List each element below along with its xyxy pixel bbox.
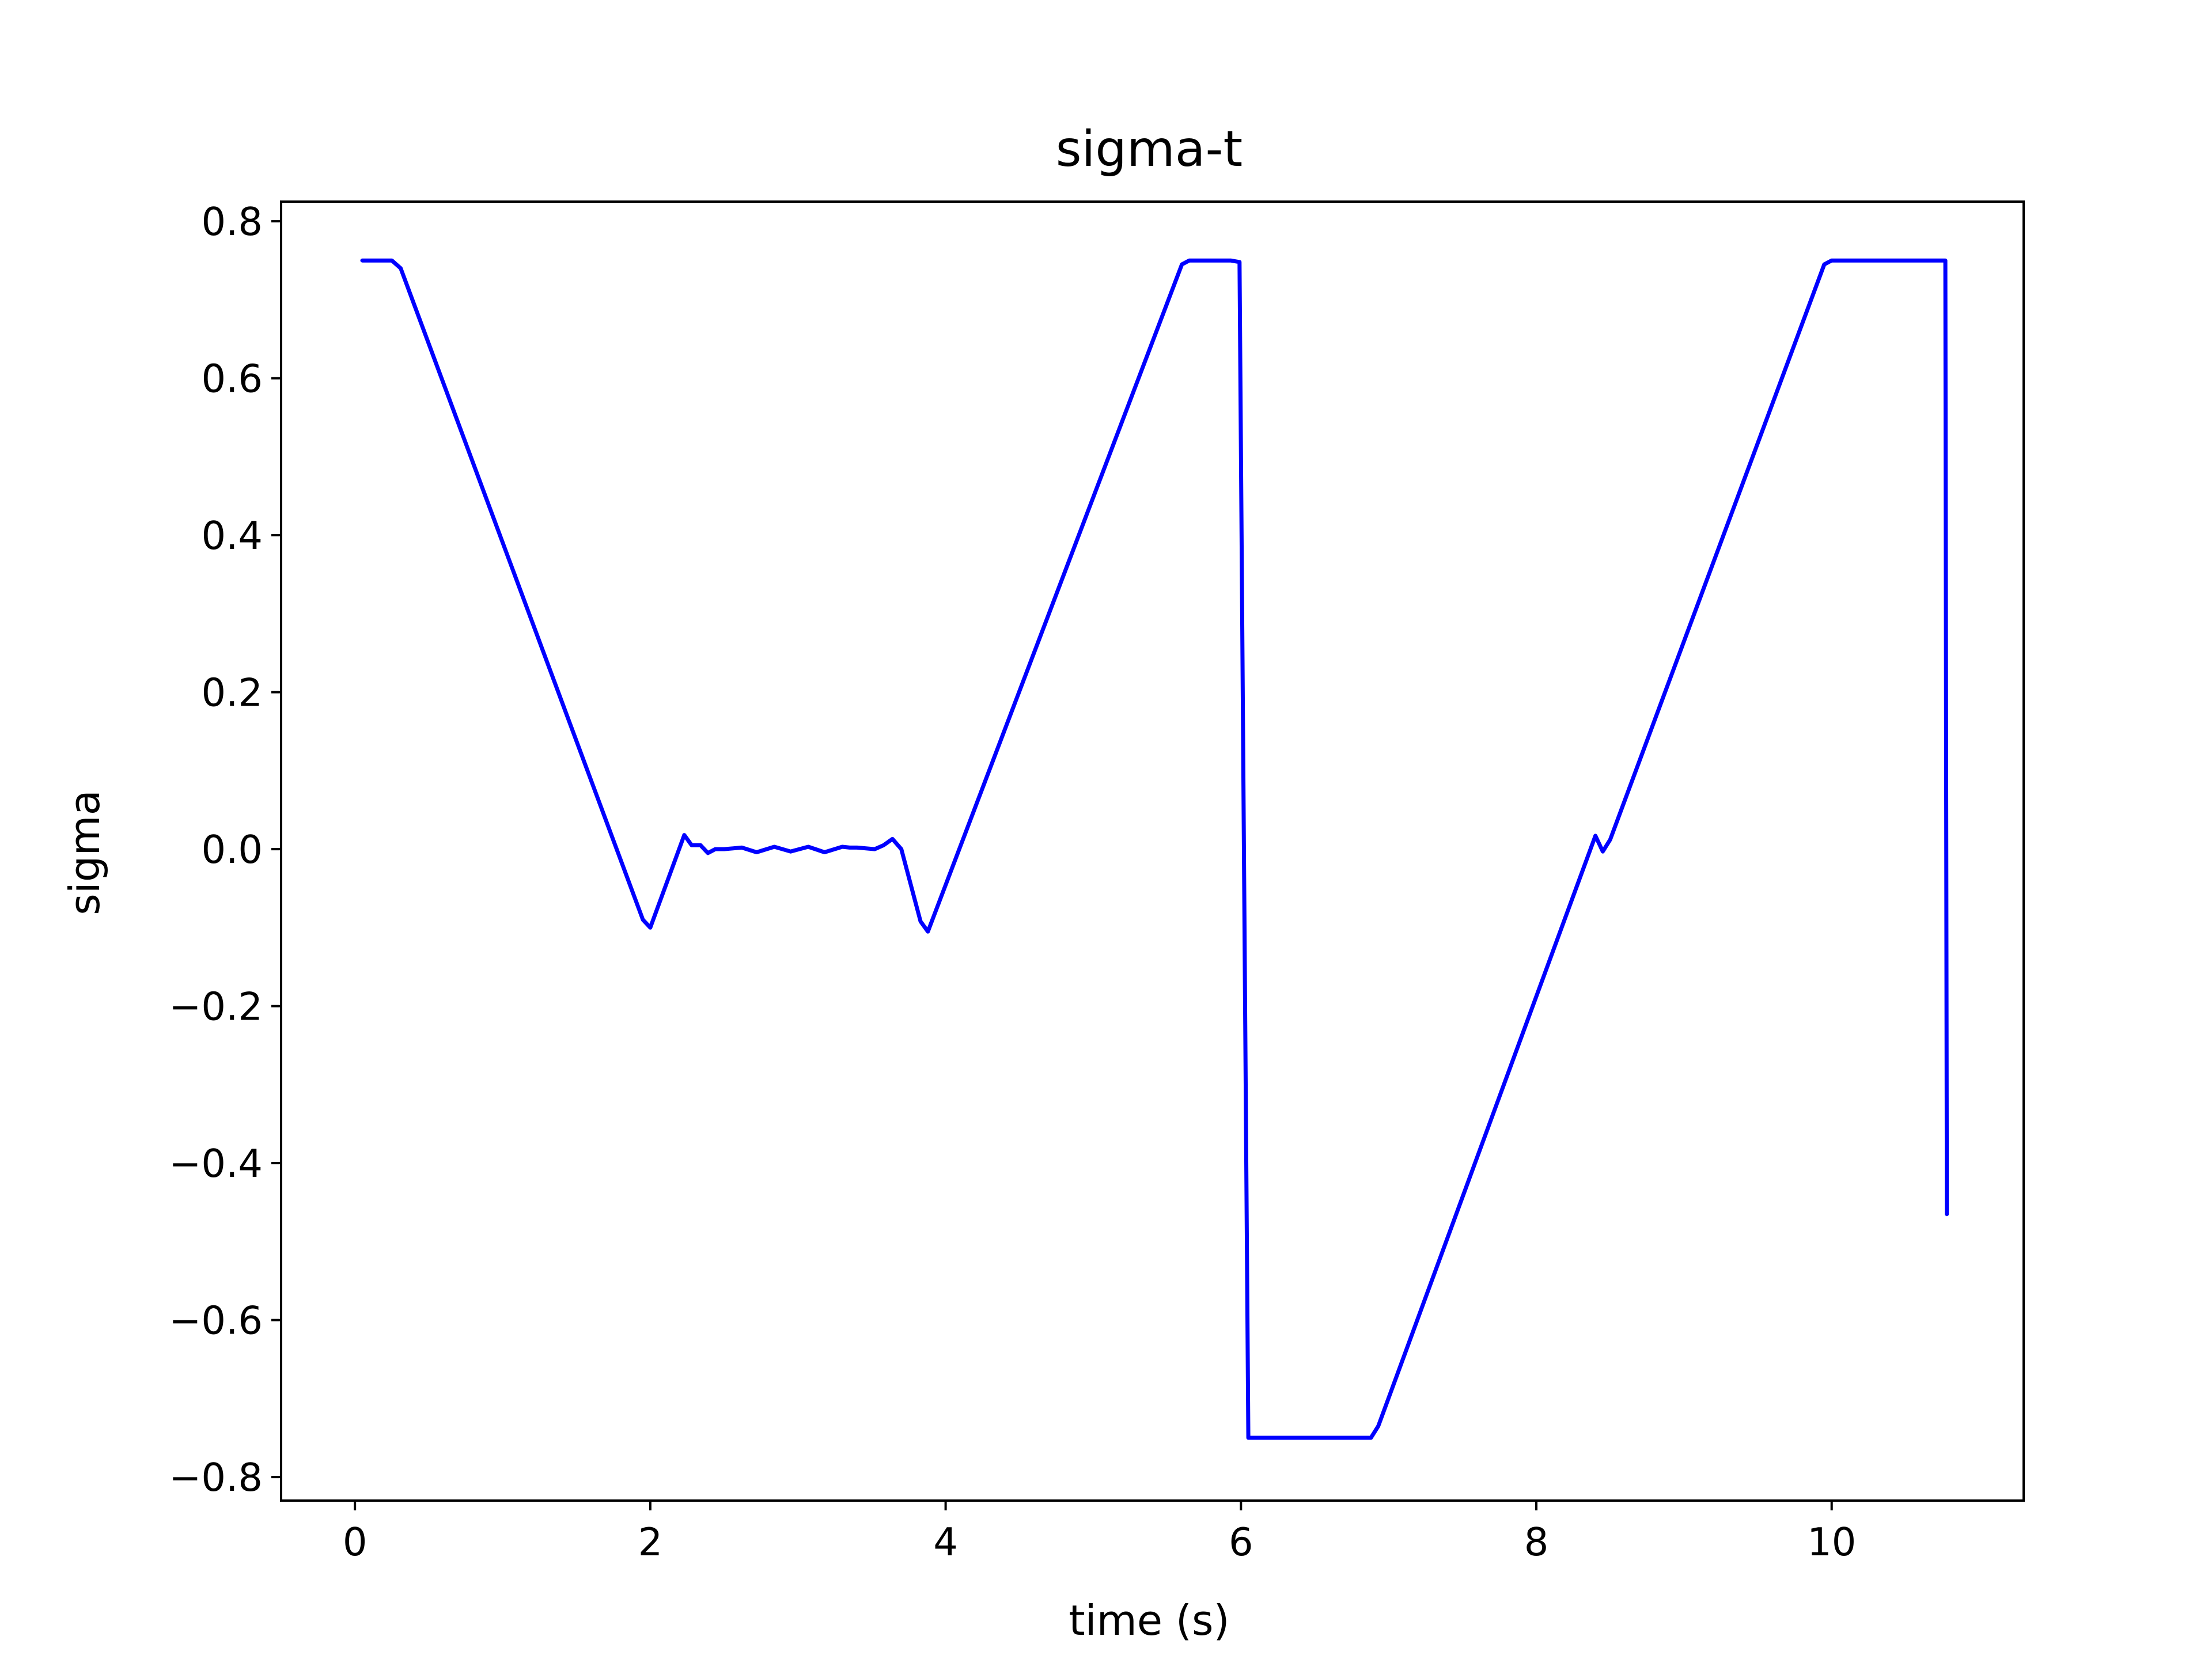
- x-tick-label: 4: [933, 1520, 958, 1565]
- x-axis-title: time (s): [1069, 1596, 1229, 1645]
- x-tick-label: 2: [638, 1520, 663, 1565]
- chart-title: sigma-t: [1056, 120, 1243, 178]
- x-tick-label: 0: [343, 1520, 368, 1565]
- x-axis: 0 2 4 6 8 10: [343, 1501, 1856, 1565]
- y-tick-label: 0.8: [201, 199, 263, 244]
- x-tick-label: 6: [1229, 1520, 1253, 1565]
- y-tick-label: 0.4: [201, 513, 263, 558]
- y-tick-label: 0.2: [201, 671, 263, 715]
- sigma-line: [360, 258, 1949, 1440]
- y-tick-label: −0.2: [169, 984, 263, 1029]
- plot-frame: [280, 200, 2025, 1502]
- y-axis: 0.8 0.6 0.4 0.2 0.0 −0.2 −0.4 −0.6 −0.8: [169, 199, 281, 1500]
- y-tick-label: 0.0: [201, 827, 263, 872]
- x-tick-label: 10: [1807, 1520, 1856, 1565]
- y-tick-label: −0.4: [169, 1141, 263, 1186]
- plot-area: [280, 200, 2025, 1502]
- x-tick-label: 8: [1524, 1520, 1549, 1565]
- y-tick-label: −0.6: [169, 1298, 263, 1343]
- y-tick-label: 0.6: [201, 357, 263, 402]
- y-axis-title: sigma: [60, 790, 109, 915]
- y-tick-label: −0.8: [169, 1455, 263, 1500]
